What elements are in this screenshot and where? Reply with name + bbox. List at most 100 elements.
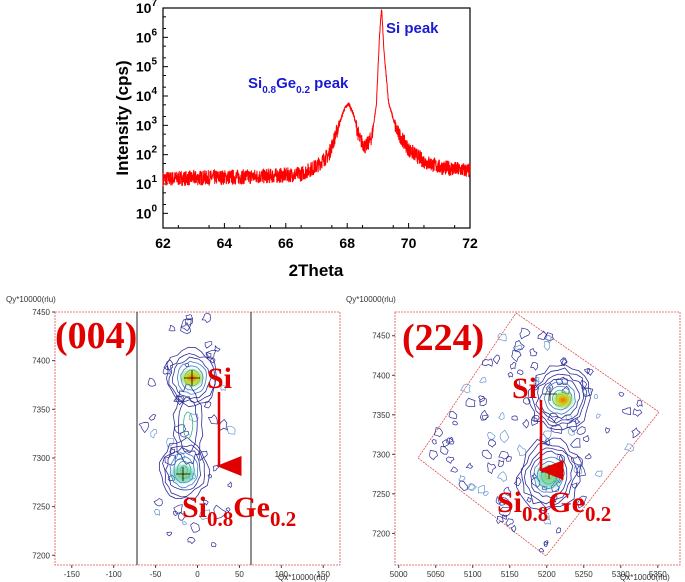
rsm-004-si-contour — [171, 356, 212, 400]
rsm-004-y-tick-label: 7450 — [32, 308, 50, 317]
rsm-224-noise-contour — [537, 330, 547, 341]
rsm-004-noise-contour — [153, 498, 163, 507]
rsm-224-si-crosshair — [543, 387, 557, 401]
rsm-004-noise-contour — [138, 422, 150, 434]
rsm-224-noise-contour — [481, 449, 492, 460]
rsm-224-noise-contour — [458, 480, 468, 491]
rsm-224-noise-contour — [593, 393, 599, 399]
rsm-224-noise-contour — [507, 371, 514, 378]
rsm-004-noise-contour — [227, 481, 233, 489]
rsm-004-noise-contour — [181, 521, 187, 525]
rsm-004-noise-contour — [175, 451, 186, 461]
xrd-x-tick-label: 72 — [462, 235, 478, 251]
rsm-004-noise-contour — [168, 324, 176, 332]
rsm-224-si-contour — [535, 373, 585, 424]
rsm-224-noise-contour — [510, 361, 517, 370]
rsm-004-sige-contour — [159, 437, 211, 502]
rsm-224-noise-contour — [584, 452, 592, 460]
rsm-004-sige-contour — [162, 444, 205, 498]
rsm-224-noise-contour — [543, 540, 549, 547]
rsm-224-noise-contour — [487, 439, 497, 448]
rsm-224-noise-contour — [529, 348, 538, 357]
rsm-224-noise-contour — [446, 437, 455, 445]
rsm-224-x-tick-label: 5300 — [612, 570, 630, 579]
rsm-224-noise-contour — [503, 486, 512, 496]
rsm-224-noise-contour — [565, 414, 573, 422]
rsm-224-noise-contour — [458, 474, 466, 482]
rsm-004-x-ticks: -150 -100 -50 0 50 100 150 — [64, 565, 330, 579]
rsm-224-noise-contour — [576, 426, 586, 435]
xrd-y-tick-label: 104 — [136, 86, 158, 104]
rsm-224-noise-contour — [487, 462, 497, 475]
rsm-224-noise-contour — [497, 496, 509, 506]
rsm-224-noise-contour — [583, 434, 590, 442]
xrd-y-tick-label: 106 — [136, 27, 158, 45]
rsm-224-noise-contour — [460, 383, 471, 394]
rsm-004-frame — [54, 311, 341, 566]
rsm-004-y-ticks: 7200 7250 7300 7350 7400 7450 — [32, 308, 55, 560]
rsm-224-sige-contour — [520, 443, 579, 509]
rsm-224-noise-contour — [510, 524, 517, 533]
xrd-x-tick-label: 66 — [278, 235, 294, 251]
rsm-004-noise-contour — [148, 414, 157, 421]
rsm-004-y-tick-label: 7400 — [32, 357, 50, 366]
rsm-224-noise-contour — [576, 465, 586, 477]
rsm-224-noise-contour — [596, 413, 601, 419]
si-peak-label: Si peak — [386, 20, 439, 37]
rsm-224-y-ticks: 7200 7250 7300 7350 7400 7450 — [372, 332, 395, 538]
rsm-004-noise-contour — [205, 351, 212, 359]
rsm-224-noise-contour — [446, 456, 455, 464]
rsm-004-noise-contour — [203, 401, 212, 409]
rsm-004-noise-contour — [190, 522, 201, 533]
rsm-004-noise-contour — [173, 510, 178, 516]
rsm-004-noise-contour — [225, 425, 236, 435]
rsm-224-noise-contour — [440, 445, 449, 455]
xrd-y-axis-label: Intensity (cps) — [113, 60, 132, 175]
rsm-224-noise-contour — [492, 354, 501, 365]
rsm-004-bridge-contour — [177, 396, 198, 454]
rsm-224-noise-contour — [448, 410, 458, 420]
rsm-224-noise-contour — [560, 358, 568, 367]
rsm-224-noise-contour — [434, 427, 443, 438]
rsm-004-bridge-contour — [182, 411, 194, 439]
rsm-224-noise-contour — [431, 439, 437, 445]
rsm-004-bridge-contour — [172, 383, 204, 465]
rsm-224-y-tick-label: 7400 — [372, 371, 390, 380]
rsm-224-noise-contour — [530, 361, 538, 371]
sige-peak-label: Si0.8Ge0.2 peak — [248, 75, 349, 96]
rsm-004-panel-label: (004) — [55, 315, 137, 357]
xrd-x-tick-label: 62 — [155, 235, 171, 251]
rsm-004-noise-contour — [162, 364, 171, 375]
rsm-224-noise-contour — [632, 408, 643, 417]
rsm-004-x-axis-title: Qx*10000(rlu) — [278, 573, 328, 582]
rsm-224-noise-contour — [497, 459, 505, 468]
rsm-224-noise-contour — [545, 335, 552, 344]
rsm-004-y-tick-label: 7350 — [32, 405, 50, 414]
rsm-224-sige-contour — [530, 450, 568, 499]
rsm-224-noise-contour — [482, 358, 493, 367]
rsm-004-x-tick-label: 50 — [235, 570, 244, 579]
rsm-224-x-tick-label: 5000 — [390, 570, 408, 579]
rsm-004-si-crosshair — [184, 370, 200, 386]
rsm-224-noise-contour — [567, 427, 576, 436]
rsm-004-noise-contour — [173, 504, 183, 514]
xrd-y-tick-label: 101 — [136, 174, 158, 192]
rsm-224-noise-contour — [594, 470, 603, 477]
rsm-224-noise-contour — [605, 427, 610, 434]
rsm-224-panel-label: (224) — [402, 317, 484, 359]
rsm-224-noise-contour — [479, 409, 489, 421]
rsm-004-noise-contour — [199, 509, 211, 521]
rsm-224-noise-contour — [513, 340, 525, 352]
rsm-224-noise-contour — [450, 466, 458, 473]
rsm-224-noise-contour — [584, 368, 590, 375]
rsm-224-noise-contour — [513, 477, 522, 487]
rsm-224-noise-contour — [505, 518, 514, 527]
rsm-224-noise-contour — [516, 444, 527, 456]
rsm-224-si-label: Si — [512, 372, 537, 405]
rsm-224-noise-contour — [542, 430, 552, 440]
rsm-224-noise-contour — [477, 484, 485, 494]
rsm-224-noise-contour — [540, 511, 550, 521]
rsm-004-x-tick-label: -150 — [64, 570, 81, 579]
rsm-224-noise-contour — [533, 379, 539, 386]
rsm-004-plot: Qy*10000(rlu) -150 -100 -50 0 50 100 150 72007… — [6, 295, 341, 582]
